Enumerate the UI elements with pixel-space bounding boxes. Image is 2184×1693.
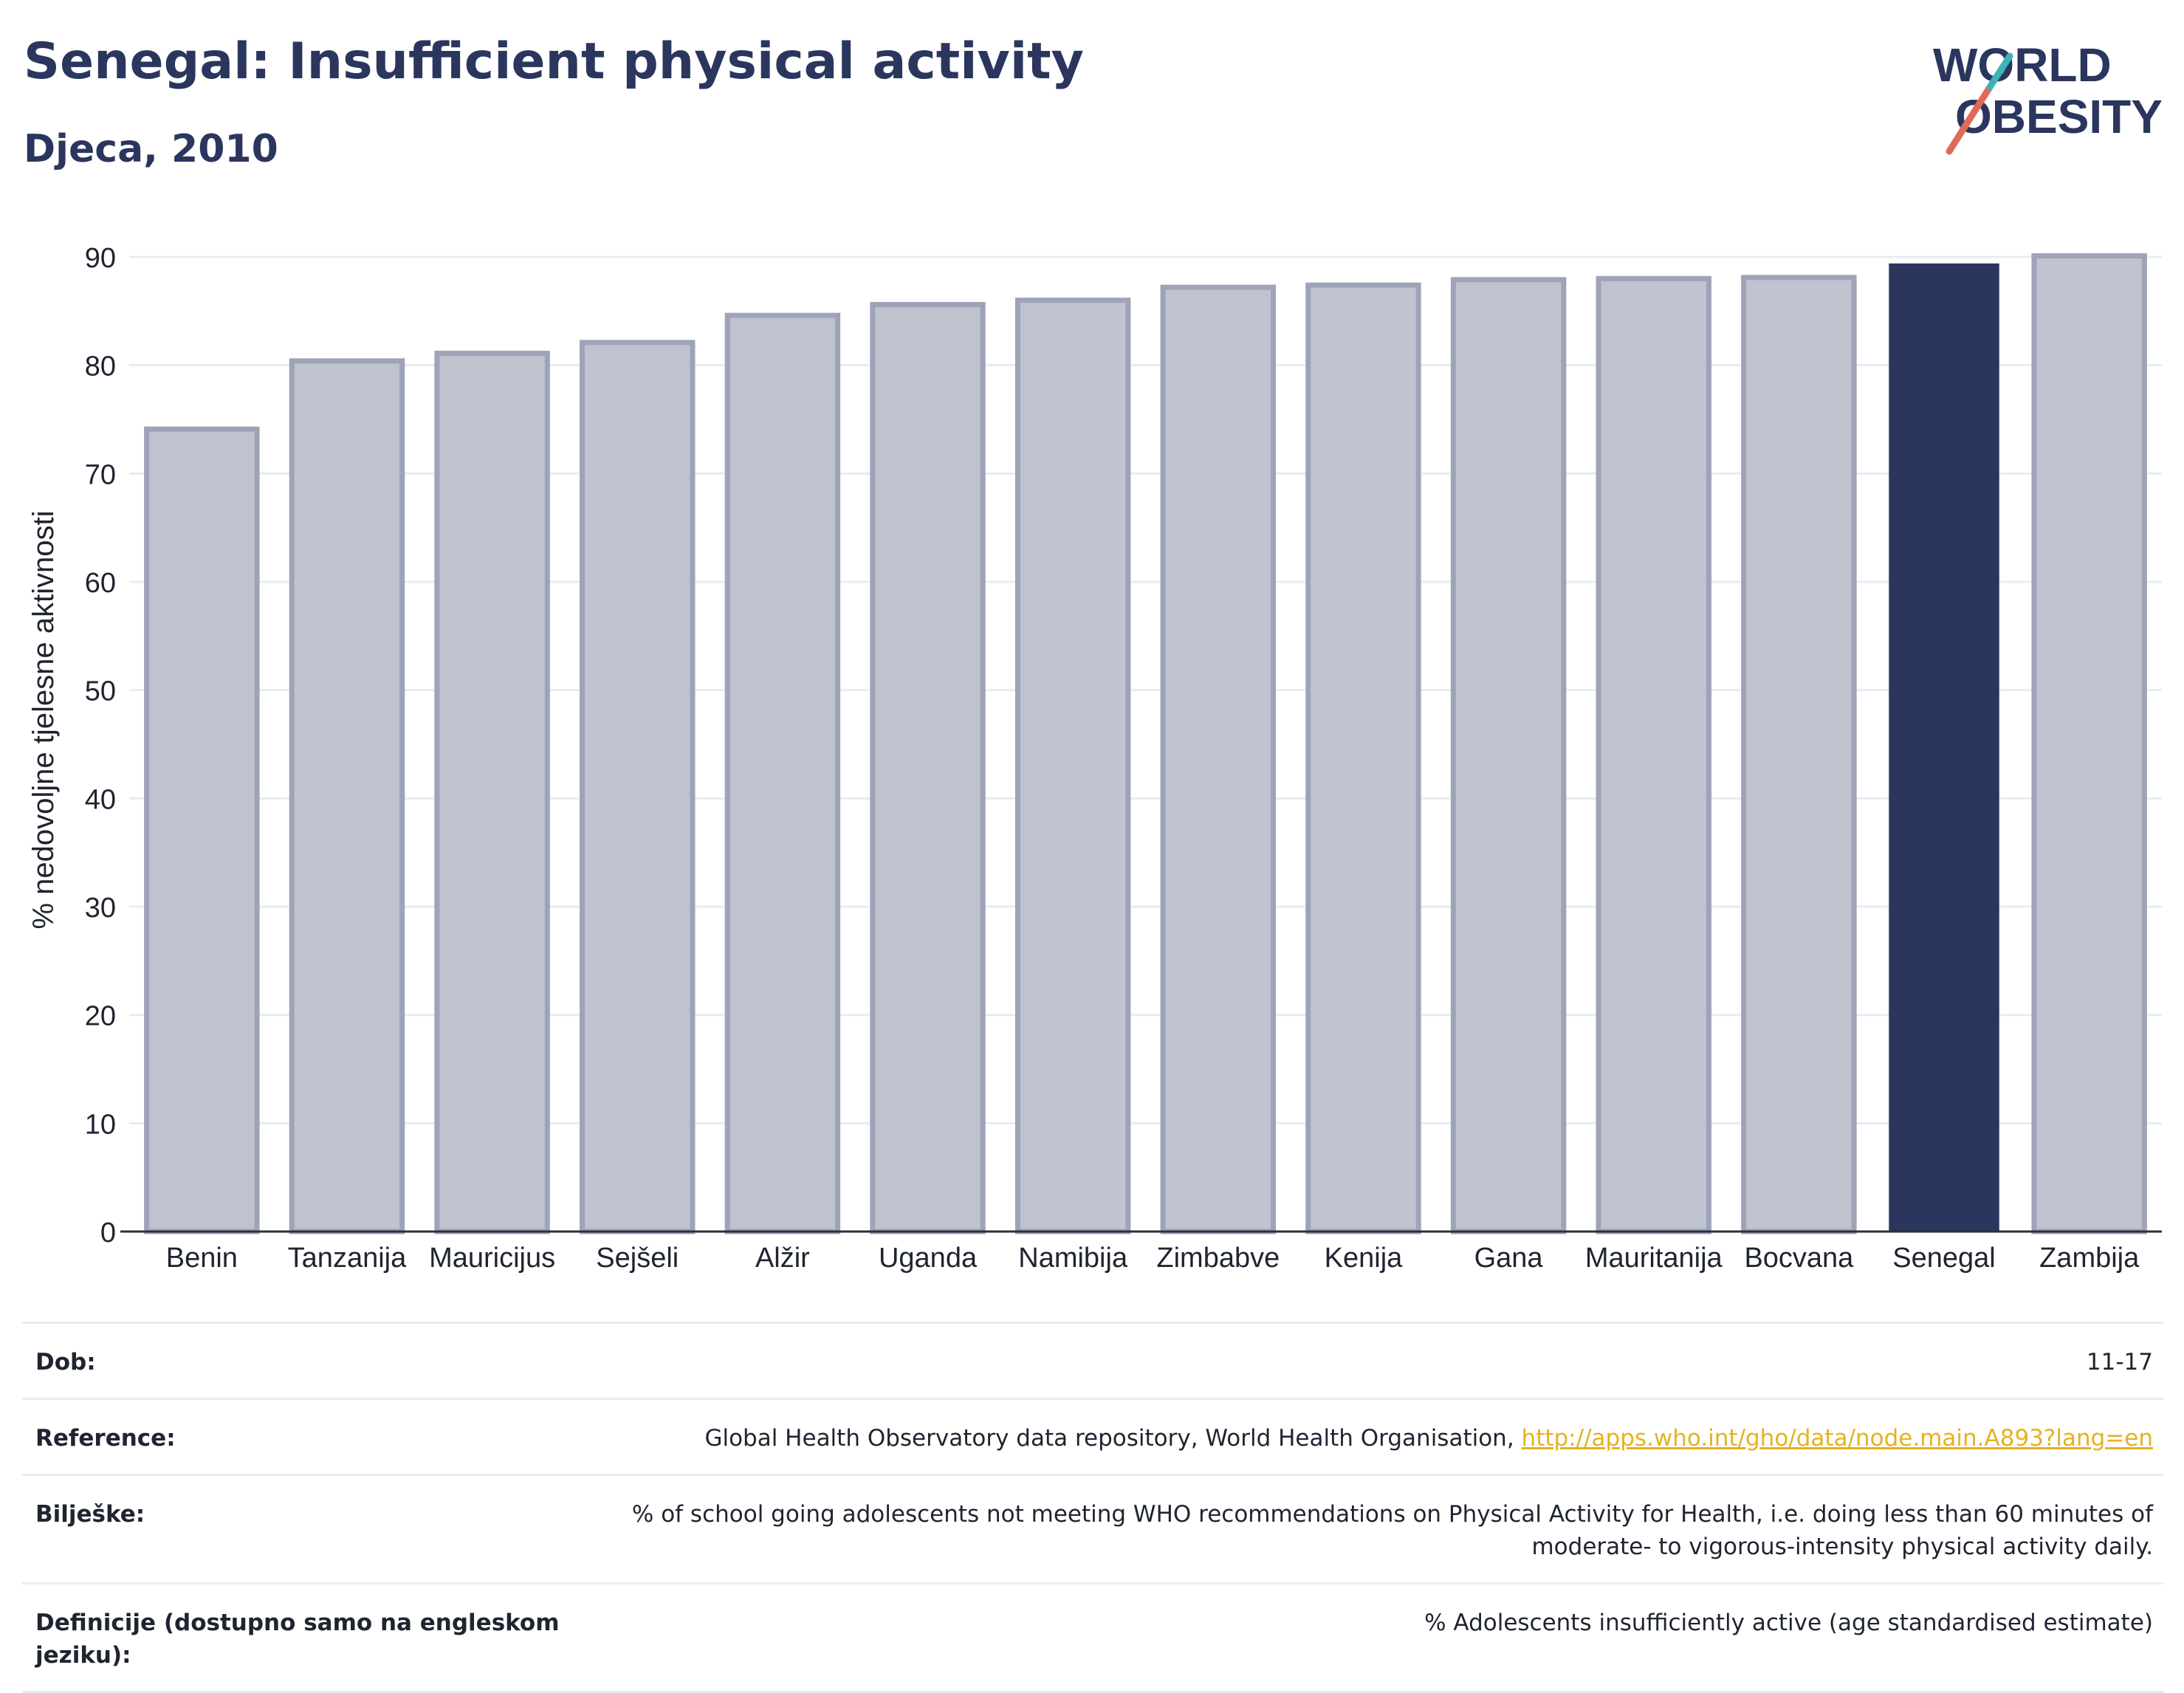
bar-kenija xyxy=(1305,282,1421,1234)
bar-zimbabve xyxy=(1160,284,1277,1234)
y-tick-label: 80 xyxy=(85,351,116,382)
bar-sejšeli xyxy=(580,340,696,1234)
x-tick-label: Uganda xyxy=(879,1243,978,1274)
x-tick-label: Zambija xyxy=(2039,1243,2140,1274)
x-tick-label: Zimbabve xyxy=(1156,1243,1280,1274)
y-tick-label: 60 xyxy=(85,568,116,599)
logo-slash-red xyxy=(1946,83,1994,155)
x-tick-label: Benin xyxy=(166,1243,238,1274)
info-value-reference: Global Health Observatory data repositor… xyxy=(567,1422,2153,1455)
info-value-notes: % of school going adolescents not meetin… xyxy=(631,1501,2153,1560)
y-tick-label: 10 xyxy=(85,1109,116,1140)
x-tick-label: Alžir xyxy=(755,1243,810,1274)
bar-mauricijus xyxy=(434,351,550,1234)
logo-text-obesity: OBESITY xyxy=(1955,90,2163,143)
info-label-notes: Bilješke: xyxy=(35,1501,145,1528)
y-tick-label: 40 xyxy=(85,784,116,815)
x-tick-label: Kenija xyxy=(1325,1243,1403,1274)
x-tick-label: Tanzanija xyxy=(288,1243,407,1274)
grid-lines xyxy=(129,255,2162,1233)
bar-namibija xyxy=(1014,298,1131,1234)
y-tick-label: 90 xyxy=(85,243,116,274)
info-row-notes: Bilješke: % of school going adolescents … xyxy=(22,1474,2163,1582)
y-tick-label: 30 xyxy=(85,893,116,924)
logo-slash-teal xyxy=(1986,52,2013,91)
x-tick-label: Mauritanija xyxy=(1585,1243,1723,1274)
y-axis-label: % nedovoljne tjelesne aktivnosti xyxy=(27,510,60,929)
info-value-age: 11-17 xyxy=(2086,1349,2153,1376)
bar-bocvana xyxy=(1741,275,1857,1234)
x-tick-label: Namibija xyxy=(1018,1243,1128,1274)
info-label-definitions: Definicije (dostupno samo na engleskom j… xyxy=(35,1610,560,1669)
y-tick-label: 20 xyxy=(85,1001,116,1032)
bar-benin xyxy=(144,426,260,1234)
reference-link[interactable]: http://apps.who.int/gho/data/node.main.A… xyxy=(1521,1425,2153,1452)
bar-mauritanija xyxy=(1596,275,1711,1234)
info-table: Dob: 11-17 Reference: Global Health Obse… xyxy=(22,1322,2163,1693)
x-tick-label: Senegal xyxy=(1892,1243,1995,1274)
y-tick-label: 70 xyxy=(85,459,116,490)
info-row-definitions: Definicije (dostupno samo na engleskom j… xyxy=(22,1582,2163,1693)
bar-senegal xyxy=(1889,263,1999,1232)
y-tick-label: 0 xyxy=(100,1218,116,1249)
y-tick-label: 50 xyxy=(85,676,116,707)
bar-uganda xyxy=(870,302,986,1234)
reference-text: Global Health Observatory data repositor… xyxy=(704,1425,1522,1452)
bars xyxy=(144,253,2147,1234)
world-obesity-logo: WORLD OBESITY xyxy=(1933,38,2163,155)
chart-subtitle: Djeca, 2010 xyxy=(24,127,278,171)
info-row-reference: Reference: Global Health Observatory dat… xyxy=(22,1398,2163,1474)
info-row-age: Dob: 11-17 xyxy=(22,1322,2163,1398)
x-tick-label: Mauricijus xyxy=(429,1243,555,1274)
chart-title: Senegal: Insufficient physical activity xyxy=(24,32,1084,91)
info-value-definitions: % Adolescents insufficiently active (age… xyxy=(1424,1610,2153,1636)
x-tick-label: Gana xyxy=(1474,1243,1544,1274)
info-label-age: Dob: xyxy=(35,1349,96,1376)
x-tick-label: Bocvana xyxy=(1744,1243,1854,1274)
info-label-reference: Reference: xyxy=(35,1425,176,1452)
bar-zambija xyxy=(2031,253,2147,1234)
bar-gana xyxy=(1450,277,1567,1234)
bar-alžir xyxy=(724,312,841,1234)
bar-chart: 0 10 20 30 40 50 60 70 80 90 Benin Tanzanija Maurici… xyxy=(27,243,2162,1274)
logo-text-world: WORLD xyxy=(1933,38,2112,92)
axes: 0 10 20 30 40 50 60 70 80 90 Benin Tanzanija Maurici… xyxy=(85,243,2162,1274)
bar-tanzanija xyxy=(289,358,405,1234)
x-tick-label: Sejšeli xyxy=(596,1243,679,1274)
